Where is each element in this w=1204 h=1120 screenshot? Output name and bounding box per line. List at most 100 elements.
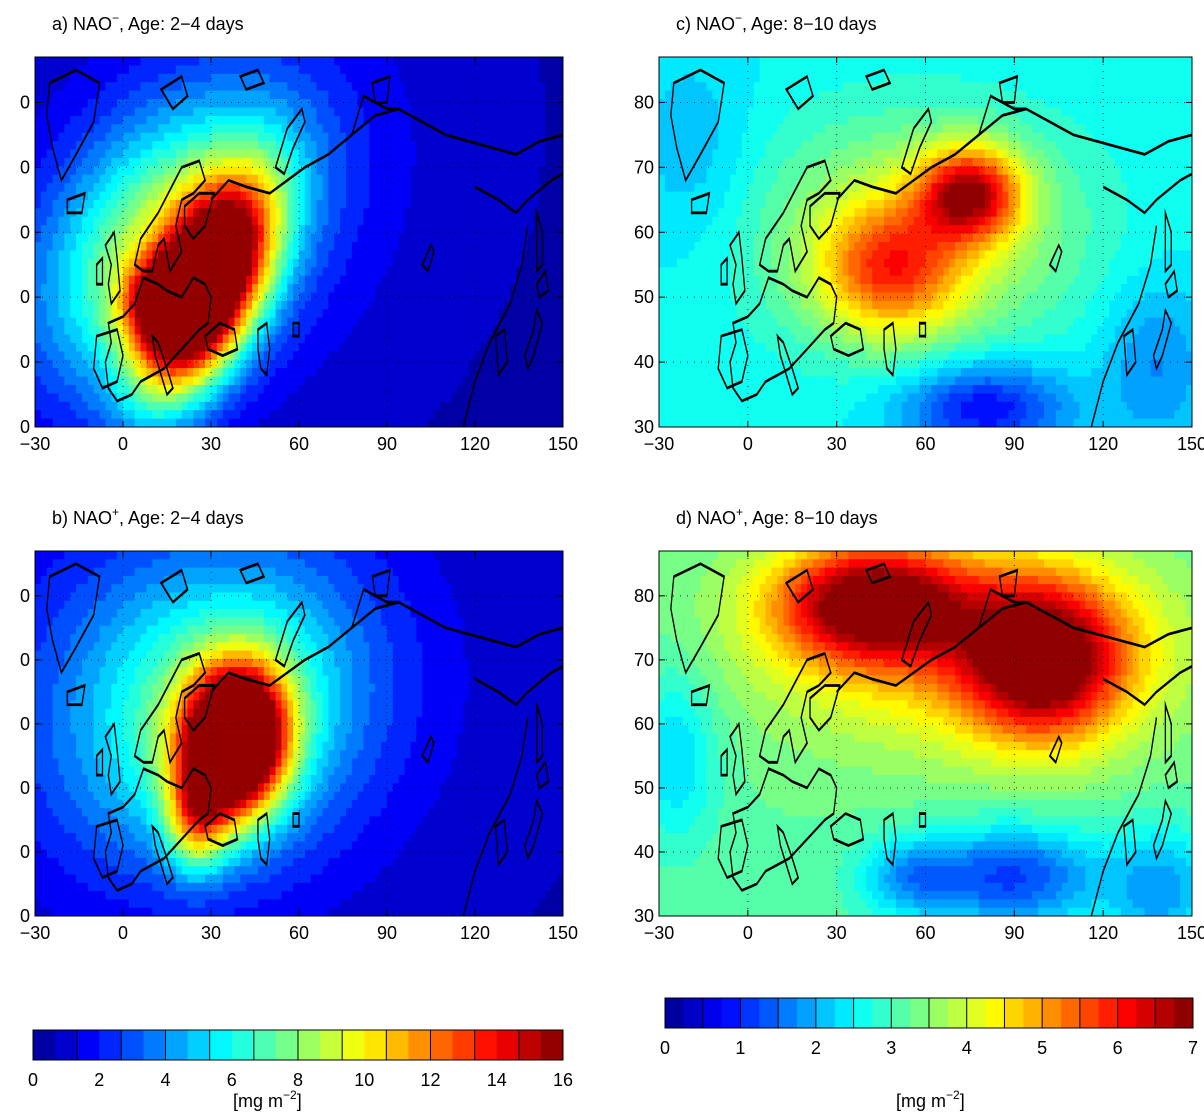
field-cell <box>228 250 236 260</box>
field-cell <box>381 267 388 277</box>
field-cell <box>480 250 488 260</box>
field-cell <box>475 275 482 285</box>
field-cell <box>228 342 236 352</box>
field-cell <box>105 326 112 336</box>
field-cell <box>557 90 563 100</box>
field-cell <box>252 149 259 159</box>
field-cell <box>52 225 60 235</box>
field-cell <box>451 559 458 569</box>
field-cell <box>422 157 429 167</box>
field-cell <box>457 107 464 117</box>
field-cell <box>81 157 89 167</box>
field-cell <box>111 575 118 585</box>
field-cell <box>510 300 517 310</box>
field-cell <box>521 250 529 260</box>
field-cell <box>492 225 500 235</box>
field-cell <box>504 225 511 235</box>
field-cell <box>469 199 476 209</box>
field-cell <box>58 65 65 75</box>
field-cell <box>287 617 294 627</box>
field-cell <box>334 157 341 167</box>
field-cell <box>381 275 388 285</box>
field-cell <box>392 326 400 336</box>
field-cell <box>293 309 300 319</box>
field-cell <box>70 250 77 260</box>
field-cell <box>128 351 136 361</box>
field-cell <box>99 149 106 159</box>
field-cell <box>246 107 253 117</box>
field-cell <box>504 124 511 134</box>
field-cell <box>375 376 382 386</box>
field-cell <box>392 309 400 319</box>
field-cell <box>480 183 488 193</box>
field-cell <box>128 149 136 159</box>
field-cell <box>222 141 230 151</box>
field-cell <box>175 410 183 420</box>
field-cell <box>293 418 300 427</box>
field-cell <box>387 342 394 352</box>
field-cell <box>35 183 42 193</box>
field-cell <box>205 216 212 226</box>
field-cell <box>64 300 71 310</box>
field-cell <box>469 617 476 627</box>
field-cell <box>310 584 318 594</box>
field-cell <box>240 99 247 109</box>
field-cell <box>451 141 458 151</box>
field-cell <box>451 82 458 92</box>
field-cell <box>422 342 429 352</box>
field-cell <box>521 551 529 560</box>
field-cell <box>240 250 247 260</box>
field-cell <box>299 410 306 420</box>
field-cell <box>433 82 441 92</box>
field-cell <box>504 57 511 67</box>
field-cell <box>551 559 558 569</box>
field-cell <box>428 567 435 577</box>
field-cell <box>111 242 118 252</box>
field-cell <box>340 284 347 294</box>
field-cell <box>228 410 236 420</box>
field-cell <box>463 300 470 310</box>
field-cell <box>392 410 400 420</box>
field-cell <box>158 216 165 226</box>
panel-a-title: a) NAO−, Age: 2−4 days <box>52 11 244 34</box>
field-cell <box>281 384 288 394</box>
field-cell <box>105 575 112 585</box>
field-cell <box>369 157 376 167</box>
field-cell <box>52 99 60 109</box>
field-cell <box>128 359 136 369</box>
field-cell <box>510 183 517 193</box>
field-cell <box>375 233 382 243</box>
field-cell <box>498 575 505 585</box>
field-cell <box>504 99 511 109</box>
field-cell <box>105 65 112 75</box>
field-cell <box>76 633 83 643</box>
field-cell <box>527 250 535 260</box>
field-cell <box>521 317 529 327</box>
field-cell <box>117 250 124 260</box>
field-cell <box>498 124 505 134</box>
field-cell <box>187 609 194 618</box>
field-cell <box>387 174 394 184</box>
field-cell <box>123 242 130 252</box>
field-cell <box>193 351 200 361</box>
field-cell <box>205 575 212 585</box>
field-cell <box>205 625 212 635</box>
field-cell <box>275 584 282 594</box>
field-cell <box>216 174 224 184</box>
field-cell <box>445 351 453 361</box>
field-cell <box>76 216 83 226</box>
field-cell <box>439 183 447 193</box>
field-cell <box>439 401 447 411</box>
field-cell <box>551 284 558 294</box>
field-cell <box>287 393 294 403</box>
field-cell <box>381 208 388 218</box>
field-cell <box>199 65 206 75</box>
field-cell <box>433 73 441 83</box>
field-cell <box>498 157 505 167</box>
field-cell <box>58 183 65 193</box>
field-cell <box>451 592 458 602</box>
field-cell <box>281 99 288 109</box>
field-cell <box>93 617 101 627</box>
field-cell <box>87 107 95 117</box>
field-cell <box>158 575 165 585</box>
